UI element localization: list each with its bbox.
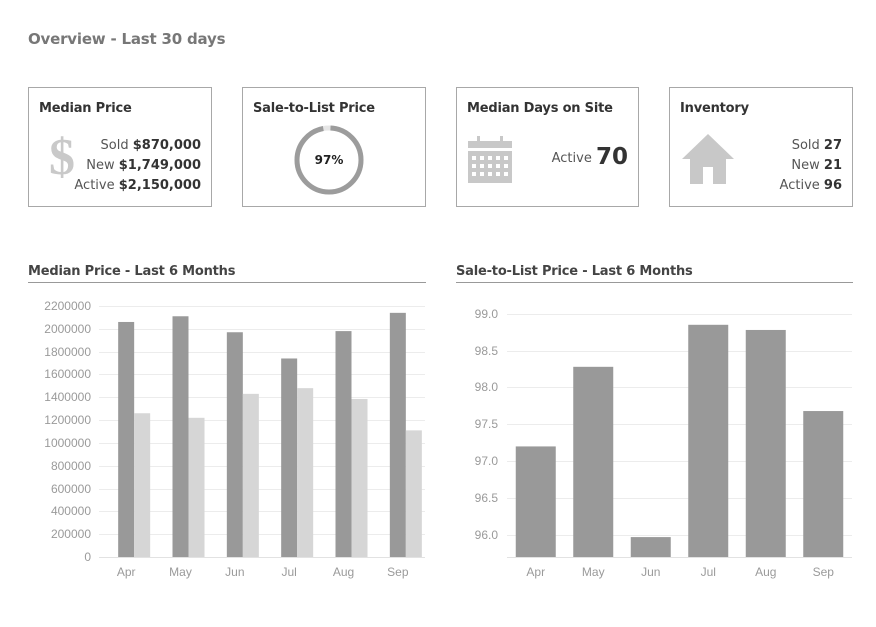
y-axis-tick: 2000000	[44, 321, 91, 336]
sale-to-list-chart-title: Sale-to-List Price - Last 6 Months	[456, 264, 693, 279]
median-price-chart-title: Median Price - Last 6 Months	[28, 264, 236, 279]
y-axis-tick: 200000	[50, 526, 91, 541]
y-axis-tick: 1600000	[44, 366, 91, 381]
bar[interactable]	[134, 413, 151, 557]
y-axis-tick: 600000	[50, 481, 91, 496]
sale-to-list-card: Sale-to-List Price 97%	[242, 87, 426, 207]
days-on-site-value: Active 70	[551, 144, 628, 170]
bar[interactable]	[281, 358, 298, 557]
stat-new: New 21	[791, 158, 842, 173]
bar[interactable]	[803, 411, 844, 557]
x-axis-tick: Apr	[116, 565, 136, 579]
bar[interactable]	[405, 430, 422, 557]
y-axis-tick: 98.0	[474, 379, 498, 394]
divider	[456, 282, 853, 283]
y-axis-tick: 1200000	[44, 412, 91, 427]
x-axis-tick: May	[169, 565, 192, 579]
bar[interactable]	[515, 446, 556, 557]
y-axis-tick: 96.0	[474, 527, 498, 542]
y-axis-tick: 400000	[50, 503, 91, 518]
calendar-icon	[468, 136, 512, 183]
y-axis-tick: 1400000	[44, 389, 91, 404]
stat-active: Active 96	[779, 178, 842, 193]
y-axis-tick: 98.5	[474, 343, 498, 358]
y-axis-tick: 2200000	[44, 298, 91, 313]
bar[interactable]	[630, 537, 671, 557]
x-axis-tick: Aug	[755, 565, 777, 579]
inventory-card: Inventory Sold 27 New 21 Active 96	[669, 87, 853, 207]
y-axis-tick: 99.0	[474, 306, 498, 321]
dollar-icon: $	[49, 129, 75, 186]
y-axis-tick: 97.0	[474, 453, 498, 468]
x-axis-tick: Jun	[225, 565, 245, 579]
x-axis-tick: Jul	[700, 565, 716, 579]
card-title: Median Price	[39, 101, 132, 116]
y-axis-tick: 0	[84, 549, 91, 564]
bar[interactable]	[688, 324, 729, 557]
x-axis-tick: May	[581, 565, 605, 579]
median-price-bar-chart: 2200000 2000000 1800000 1600000 1400000 12000…	[44, 298, 425, 579]
gauge-ring-icon	[294, 125, 364, 195]
bar[interactable]	[226, 332, 243, 557]
x-axis-tick: Sep	[387, 565, 409, 579]
y-axis-tick: 1800000	[44, 344, 91, 359]
x-axis-tick: Sep	[812, 565, 834, 579]
y-axis-tick: 800000	[50, 458, 91, 473]
bar[interactable]	[573, 366, 614, 557]
bar[interactable]	[242, 393, 259, 557]
median-price-stats: Sold $870,000 New $1,749,000 Active $2,1…	[74, 136, 201, 196]
y-axis-tick: 1000000	[44, 435, 91, 450]
card-title: Median Days on Site	[467, 101, 613, 116]
stat-sold: Sold 27	[791, 138, 842, 153]
page-title: Overview - Last 30 days	[28, 30, 226, 48]
x-axis-tick: Apr	[526, 565, 546, 579]
bar[interactable]	[188, 417, 205, 557]
x-axis-tick: Aug	[332, 565, 355, 579]
x-axis-tick: Jul	[281, 565, 297, 579]
bar[interactable]	[335, 331, 352, 557]
bar[interactable]	[389, 312, 406, 557]
stat-sold: Sold $870,000	[100, 138, 201, 153]
y-axis-tick: 96.5	[474, 490, 498, 505]
median-price-card: Median Price $ Sold $870,000 New $1,749,…	[28, 87, 212, 207]
card-title: Sale-to-List Price	[253, 101, 375, 116]
y-axis-tick: 97.5	[474, 416, 498, 431]
days-on-site-card: Median Days on Site Active 70	[456, 87, 639, 207]
house-icon	[682, 134, 734, 184]
bar[interactable]	[297, 388, 314, 557]
stat-active: Active $2,150,000	[74, 178, 201, 193]
card-title: Inventory	[680, 101, 749, 116]
divider	[28, 282, 426, 283]
bar[interactable]	[745, 329, 786, 557]
x-axis-tick: Jun	[641, 565, 661, 579]
stat-new: New $1,749,000	[86, 158, 201, 173]
bar[interactable]	[172, 316, 189, 557]
inventory-stats: Sold 27 New 21 Active 96	[780, 136, 842, 196]
bar[interactable]	[118, 321, 135, 557]
bar[interactable]	[351, 398, 368, 557]
gauge-value: 97%	[314, 153, 344, 167]
